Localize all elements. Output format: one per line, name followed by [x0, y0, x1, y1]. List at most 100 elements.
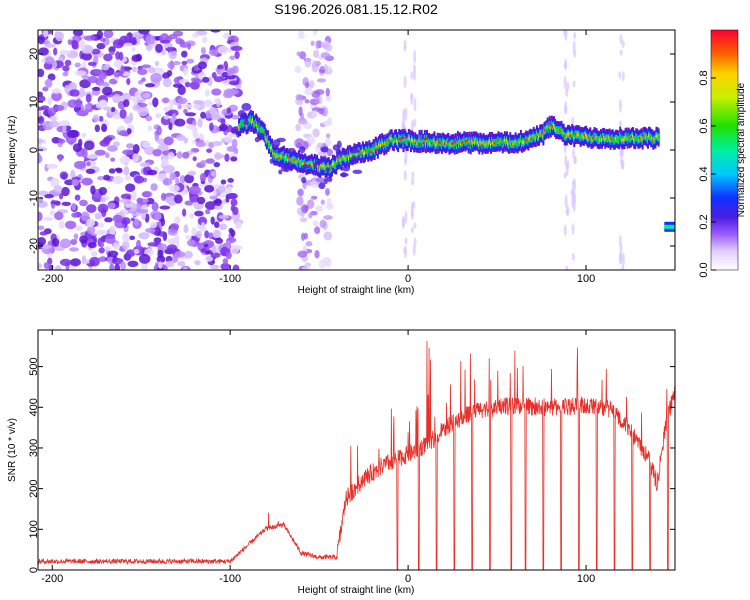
heat-cell: [326, 198, 332, 207]
heat-cell: [103, 106, 112, 111]
heat-cell: [139, 162, 151, 168]
ridge-band: [516, 141, 519, 147]
heat-cell: [145, 227, 156, 233]
heat-cell: [213, 76, 224, 83]
heat-cell: [209, 106, 217, 116]
heat-cell: [184, 112, 197, 117]
ridge-band: [269, 142, 272, 148]
ridge-band: [510, 142, 514, 146]
heat-cell: [200, 47, 206, 55]
heat-cell: [161, 97, 170, 104]
heat-cell: [177, 261, 186, 267]
ridge-band: [254, 121, 258, 124]
ridge-band: [569, 134, 573, 138]
ridge-band: [420, 136, 423, 142]
heat-cell: [124, 175, 132, 181]
ridge-band: [296, 160, 299, 166]
ridge-band: [359, 153, 363, 156]
ridge-band: [373, 149, 376, 153]
heat-cell: [156, 255, 166, 263]
heat-cell: [226, 107, 231, 114]
heat-cell: [182, 151, 190, 159]
ridge-band: [264, 135, 267, 139]
heat-cell: [79, 40, 86, 51]
ridge-band: [301, 160, 304, 166]
y-tick-label: 500: [28, 357, 40, 375]
x-tick-label: 100: [577, 573, 595, 585]
ridge-band: [540, 131, 544, 135]
ridge-band: [645, 134, 648, 140]
ridge-band: [555, 128, 558, 132]
heat-cell: [172, 61, 181, 66]
chart-title: S196.2026.081.15.12.R02: [274, 1, 438, 17]
heat-cell: [109, 78, 118, 85]
ridge-band: [282, 153, 286, 156]
heat-cell: [98, 186, 108, 196]
y-tick-label: 300: [28, 439, 40, 457]
heat-cell: [173, 194, 183, 204]
heat-cell: [123, 42, 133, 47]
ridge-band: [547, 127, 550, 133]
heat-cell: [136, 209, 149, 214]
heat-cell: [137, 68, 148, 76]
ridge-band: [258, 124, 261, 130]
y-tick-label: 400: [28, 398, 40, 416]
heat-cell: [86, 218, 96, 228]
heat-cell: [352, 169, 363, 174]
ridge-band: [553, 123, 556, 127]
ridge-band: [372, 145, 375, 151]
ridge-band: [502, 140, 505, 146]
heat-cell: [144, 146, 155, 156]
ridge-band: [485, 142, 488, 146]
y-tick-label: -20: [28, 238, 40, 254]
ridge-band: [623, 138, 626, 142]
ridge-band: [651, 139, 655, 142]
heat-cell: [227, 88, 240, 95]
heat-cell: [310, 195, 318, 200]
ridge-band: [348, 157, 351, 161]
ridge-band: [591, 138, 594, 142]
ridge-band: [507, 142, 510, 146]
heat-cell: [413, 237, 417, 247]
heat-cell: [138, 232, 150, 240]
heat-cell: [59, 50, 71, 56]
heat-cell: [192, 99, 205, 105]
heat-cell: [217, 45, 229, 55]
heat-cell: [167, 152, 175, 160]
ridge-band: [593, 134, 597, 138]
heat-cell: [572, 80, 576, 88]
snr-series-line: [38, 340, 675, 570]
heat-cell: [86, 204, 97, 213]
ridge-band: [429, 142, 432, 146]
ridge-band: [311, 163, 314, 167]
ridge-band: [452, 141, 456, 145]
ridge-band: [287, 158, 290, 162]
heat-cell: [314, 97, 320, 105]
x-tick-label: -200: [41, 573, 63, 585]
ridge-band: [501, 143, 505, 146]
heat-cell: [38, 115, 45, 125]
ridge-band: [571, 131, 574, 135]
ridge-band: [605, 136, 608, 140]
heat-cell: [109, 263, 115, 270]
heat-cell: [315, 159, 323, 165]
heat-cell: [128, 36, 137, 43]
x-tick-label: -200: [41, 273, 63, 285]
heat-cell: [298, 30, 305, 40]
y-tick-label: -10: [28, 190, 40, 206]
ridge-band: [650, 135, 653, 141]
heat-cell: [120, 261, 127, 270]
ridge-band: [384, 141, 387, 145]
heat-cell: [232, 264, 240, 270]
heat-cell: [227, 185, 233, 194]
heat-cell: [147, 125, 153, 132]
heat-cell: [350, 156, 358, 163]
heat-cell: [155, 113, 162, 119]
ridge-band: [404, 137, 407, 143]
heat-cell: [572, 198, 576, 208]
heat-cell: [227, 192, 238, 200]
heat-cell: [66, 129, 79, 138]
ridge-band: [493, 141, 497, 145]
heat-cell: [224, 136, 232, 143]
heat-cell: [410, 71, 414, 80]
